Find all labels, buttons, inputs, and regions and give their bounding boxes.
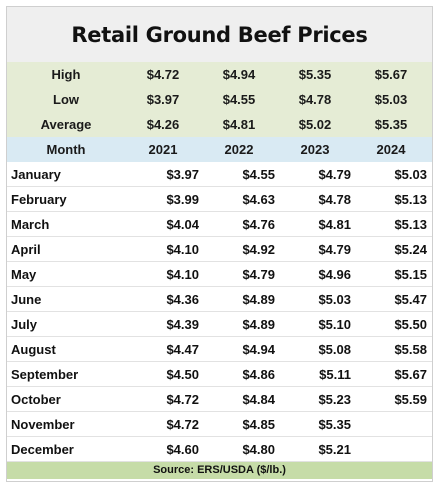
price-cell: $3.99 [166,191,199,207]
price-cell: $4.94 [242,341,275,357]
table-row: April $4.10 $4.92 $4.79 $5.24 [7,237,432,262]
price-cell: $4.76 [242,216,275,232]
price-cell: $4.89 [242,316,275,332]
table-row: July $4.39 $4.89 $5.10 $5.50 [7,312,432,337]
price-cell: $4.47 [166,341,199,357]
price-cell: $5.03 [394,166,427,182]
price-cell: $4.63 [242,191,275,207]
stat-value: $4.78 [298,92,332,107]
month-label: May [11,266,37,282]
stat-value: $5.35 [298,67,332,82]
stat-label: Average [40,117,92,132]
month-label: January [11,166,61,182]
month-label: September [11,366,79,382]
stat-value: $5.35 [374,117,408,132]
price-cell: $4.10 [166,266,199,282]
price-cell: $5.58 [394,341,427,357]
table-row: January $3.97 $4.55 $4.79 $5.03 [7,162,432,187]
price-cell: $5.23 [318,391,351,407]
price-cell: $5.21 [318,441,351,457]
month-label: June [11,291,42,307]
stat-value: $4.94 [222,67,256,82]
stat-value: $3.97 [146,92,180,107]
price-cell: $4.79 [318,166,351,182]
header-year: 2021 [148,142,178,157]
month-label: March [11,216,50,232]
price-cell: $4.85 [242,416,275,432]
stat-value: $4.26 [146,117,180,132]
price-cell: $4.72 [166,391,199,407]
price-cell: $5.47 [394,291,427,307]
table-row: September $4.50 $4.86 $5.11 $5.67 [7,362,432,387]
price-cell: $4.96 [318,266,351,282]
stat-row-low: Low $3.97 $4.55 $4.78 $5.03 [7,87,432,112]
price-cell: $4.86 [242,366,275,382]
header-month: Month [46,142,86,157]
price-cell: $5.13 [394,191,427,207]
price-cell: $4.79 [318,241,351,257]
price-cell: $5.50 [394,316,427,332]
price-cell: $4.92 [242,241,275,257]
month-label: October [11,391,61,407]
source-note: Source: ERS/USDA ($/lb.) [7,462,432,479]
month-label: August [11,341,56,357]
stat-value: $4.72 [146,67,180,82]
price-cell: $4.60 [166,441,199,457]
stat-label: High [51,67,81,82]
price-cell: $4.50 [166,366,199,382]
price-cell: $4.78 [318,191,351,207]
header-year: 2022 [224,142,254,157]
table-row: June $4.36 $4.89 $5.03 $5.47 [7,287,432,312]
price-cell: $5.13 [394,216,427,232]
stat-value: $4.81 [222,117,256,132]
header-year: 2023 [300,142,330,157]
table-row: May $4.10 $4.79 $4.96 $5.15 [7,262,432,287]
price-table: Retail Ground Beef Prices High $4.72 $4.… [6,6,433,482]
price-cell: $4.10 [166,241,199,257]
price-cell: $5.35 [318,416,351,432]
price-cell: $4.36 [166,291,199,307]
stat-value: $4.55 [222,92,256,107]
month-label: December [11,441,74,457]
header-year: 2024 [376,142,406,157]
stat-row-high: High $4.72 $4.94 $5.35 $5.67 [7,62,432,87]
table-row: August $4.47 $4.94 $5.08 $5.58 [7,337,432,362]
stat-row-average: Average $4.26 $4.81 $5.02 $5.35 [7,112,432,137]
stat-value: $5.67 [374,67,408,82]
price-cell: $5.11 [319,366,351,382]
table-title: Retail Ground Beef Prices [7,7,432,62]
price-cell: $5.67 [394,366,427,382]
month-label: February [11,191,67,207]
header-row: Month 2021 2022 2023 2024 [7,137,432,162]
price-cell: $3.97 [166,166,199,182]
stat-value: $5.02 [298,117,332,132]
price-cell: $5.10 [318,316,351,332]
stat-label: Low [53,92,79,107]
table-row: December $4.60 $4.80 $5.21 [7,437,432,462]
price-cell: $5.15 [394,266,427,282]
price-cell: $4.80 [242,441,275,457]
table-row: February $3.99 $4.63 $4.78 $5.13 [7,187,432,212]
table-row: October $4.72 $4.84 $5.23 $5.59 [7,387,432,412]
price-cell: $4.04 [166,216,199,232]
price-cell: $4.72 [166,416,199,432]
price-cell: $4.81 [318,216,351,232]
price-cell: $5.03 [318,291,351,307]
month-label: April [11,241,41,257]
price-cell: $4.89 [242,291,275,307]
month-label: November [11,416,75,432]
price-cell: $5.08 [318,341,351,357]
month-label: July [11,316,38,332]
price-cell: $5.24 [394,241,427,257]
stat-value: $5.03 [374,92,408,107]
price-cell: $4.55 [242,166,275,182]
price-cell: $4.84 [242,391,275,407]
table-row: March $4.04 $4.76 $4.81 $5.13 [7,212,432,237]
price-cell: $5.59 [394,391,427,407]
table-row: November $4.72 $4.85 $5.35 [7,412,432,437]
price-cell: $4.79 [242,266,275,282]
month-rows: January $3.97 $4.55 $4.79 $5.03 February $3.99… [7,162,432,462]
price-cell: $4.39 [166,316,199,332]
